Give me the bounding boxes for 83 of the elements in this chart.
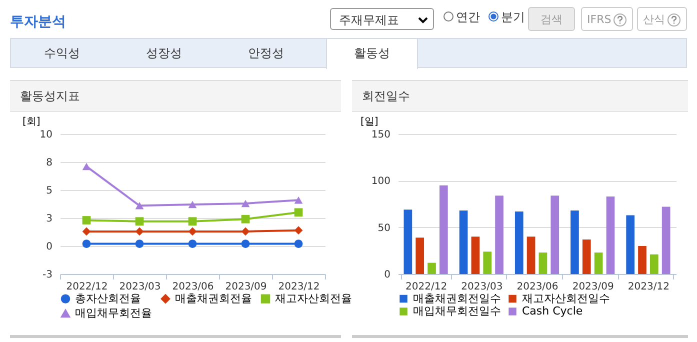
bar bbox=[538, 252, 548, 274]
x-tick-label: 2023/12 bbox=[278, 282, 320, 292]
x-tick-label: 2022/12 bbox=[406, 282, 448, 292]
y-tick-label: 8 bbox=[46, 158, 52, 168]
point bbox=[135, 240, 144, 248]
text: 수익성 bbox=[43, 45, 81, 62]
point bbox=[82, 216, 91, 224]
point bbox=[135, 217, 144, 226]
y-axis-title: [회] bbox=[22, 116, 40, 128]
point bbox=[294, 226, 303, 235]
y-tick-label: 50 bbox=[378, 222, 390, 234]
y-tick-label: -3 bbox=[42, 270, 52, 280]
bar bbox=[428, 262, 436, 274]
bar bbox=[662, 206, 670, 274]
point bbox=[294, 208, 303, 217]
y-axis-title: [일] bbox=[360, 116, 378, 128]
point bbox=[241, 214, 250, 224]
point bbox=[82, 227, 91, 236]
point bbox=[135, 202, 144, 210]
chart-title: 활동성지표 bbox=[10, 81, 341, 112]
text: 검색 bbox=[528, 7, 575, 31]
text: 산식 bbox=[637, 7, 687, 31]
x-tick-label: 2023/09 bbox=[225, 282, 267, 292]
legend-label: 매입채무회전일수 bbox=[413, 304, 501, 318]
text: 분기 bbox=[501, 9, 525, 26]
legend-label: 매출채권회전율 bbox=[175, 292, 252, 305]
x-tick-label: 2023/03 bbox=[461, 282, 503, 292]
point bbox=[82, 162, 91, 170]
chart-title: 회전일수 bbox=[352, 81, 688, 112]
y-tick-label: 5 bbox=[46, 186, 52, 196]
legend-label: 재고자산회전일수 bbox=[522, 292, 610, 305]
x-tick-label: 2023/09 bbox=[572, 282, 614, 292]
point bbox=[241, 200, 250, 208]
bar bbox=[483, 252, 492, 274]
bar bbox=[638, 246, 646, 274]
legend-label: Cash Cycle bbox=[522, 304, 583, 318]
point bbox=[135, 227, 144, 236]
y-tick-label: 3 bbox=[46, 214, 52, 224]
bar bbox=[416, 238, 424, 274]
bar bbox=[650, 254, 658, 274]
y-tick-label: 0 bbox=[384, 270, 390, 280]
x-tick-label: 2023/06 bbox=[516, 282, 558, 292]
text: 주재무제표 bbox=[330, 8, 434, 30]
bar bbox=[606, 196, 615, 274]
point bbox=[188, 227, 197, 236]
y-tick-label: 150 bbox=[371, 130, 390, 140]
legend-label: 재고자산회전율 bbox=[275, 292, 352, 305]
text: IFRS bbox=[581, 7, 634, 31]
bar bbox=[404, 210, 412, 274]
bar bbox=[550, 196, 560, 274]
bar bbox=[570, 210, 579, 274]
point bbox=[294, 240, 303, 248]
point bbox=[294, 196, 303, 204]
bar bbox=[582, 239, 591, 274]
legend-label: 총자산회전율 bbox=[75, 292, 141, 305]
point bbox=[188, 240, 197, 248]
text: 투자분석 bbox=[10, 13, 66, 31]
bar bbox=[626, 215, 634, 274]
bar bbox=[594, 252, 603, 274]
x-tick-label: 2023/06 bbox=[172, 282, 214, 292]
x-tick-label: 2022/12 bbox=[66, 282, 108, 292]
y-tick-label: 10 bbox=[40, 130, 52, 140]
y-tick-label: 100 bbox=[371, 176, 390, 188]
text: 성장성 bbox=[145, 45, 183, 62]
legend-label: 매출채권회전일수 bbox=[413, 292, 501, 305]
text: 연간 bbox=[456, 9, 480, 26]
x-tick-label: 2023/12 bbox=[628, 282, 670, 292]
point bbox=[241, 227, 250, 236]
bar bbox=[495, 196, 504, 274]
point bbox=[82, 240, 91, 248]
y-tick-label: 0 bbox=[46, 242, 52, 252]
bar bbox=[459, 210, 468, 274]
bar bbox=[526, 236, 536, 274]
point bbox=[241, 240, 250, 248]
text: 안정성 bbox=[247, 45, 285, 62]
point bbox=[188, 217, 197, 226]
legend-label: 매입채무회전율 bbox=[75, 306, 152, 320]
bar bbox=[471, 236, 480, 274]
x-tick-label: 2023/03 bbox=[119, 282, 161, 292]
point bbox=[188, 200, 197, 208]
bar bbox=[440, 185, 448, 274]
text: 활동성 bbox=[326, 38, 418, 69]
bar bbox=[514, 211, 524, 274]
